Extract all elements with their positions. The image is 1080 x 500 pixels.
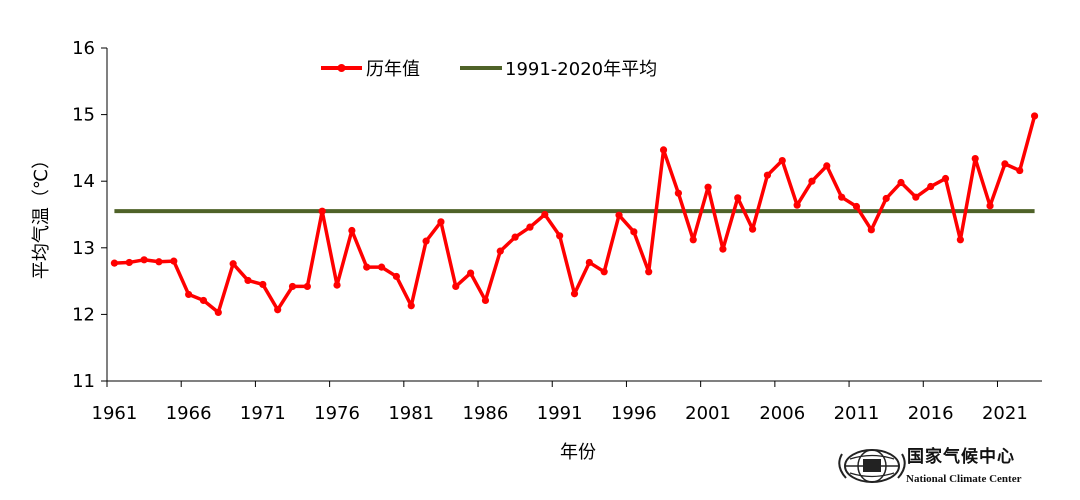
legend-marker-series-1	[337, 64, 346, 72]
legend: 历年值 1991-2020年平均	[321, 59, 657, 80]
data-point-1971	[259, 280, 267, 289]
x-tick-label: 2021	[982, 403, 1028, 424]
data-point-2014	[897, 178, 905, 187]
data-point-2008	[808, 177, 816, 185]
x-tick-label: 1981	[388, 403, 434, 424]
ncc-logo: 国家气候中心 National Climate Center	[838, 446, 1022, 485]
data-point-1998	[659, 146, 668, 154]
data-point-1996	[630, 228, 638, 236]
x-tick-label: 2006	[759, 403, 805, 424]
data-point-2005	[763, 171, 772, 179]
x-tick-label: 2016	[908, 403, 954, 424]
data-point-1991	[556, 232, 564, 240]
data-point-1966	[185, 290, 193, 299]
data-point-1973	[288, 282, 297, 291]
data-point-1962	[125, 258, 133, 267]
x-tick-label: 1971	[240, 403, 286, 424]
data-point-1961	[110, 259, 119, 267]
data-point-1997	[645, 268, 653, 276]
data-point-2017	[941, 174, 950, 183]
data-point-1992	[570, 290, 579, 298]
data-point-2016	[927, 182, 935, 191]
data-point-2012	[867, 226, 875, 234]
data-point-1963	[140, 256, 148, 264]
y-tick-label: 16	[72, 38, 95, 59]
x-tick-label: 1991	[537, 403, 583, 424]
x-tick-label: 1976	[314, 403, 360, 424]
data-point-2006	[778, 156, 786, 165]
x-axis-title: 年份	[560, 442, 596, 463]
data-point-1995	[615, 211, 623, 219]
data-point-1964	[155, 258, 163, 266]
data-point-2000	[689, 236, 697, 244]
data-point-2010	[838, 193, 846, 201]
data-point-2019	[971, 154, 979, 163]
logo-english-name: National Climate Center	[906, 473, 1022, 485]
data-point-1990	[541, 210, 549, 219]
data-point-2009	[823, 162, 831, 170]
legend-label-series-2: 1991-2020年平均	[505, 59, 657, 80]
y-axis-title: 平均气温（℃）	[31, 151, 52, 279]
data-point-1982	[422, 237, 430, 245]
data-point-1981	[407, 302, 415, 310]
x-tick-label: 1961	[92, 403, 138, 424]
data-point-1983	[437, 218, 445, 226]
data-point-2004	[748, 225, 757, 233]
x-tick-label: 1966	[166, 403, 212, 424]
data-point-1999	[674, 189, 682, 197]
data-point-2001	[704, 183, 712, 191]
data-point-1968	[214, 308, 222, 317]
x-tick-label: 1996	[611, 403, 657, 424]
legend-label-series-1: 历年值	[366, 59, 420, 80]
y-tick-label: 15	[72, 105, 95, 126]
data-point-1979	[377, 263, 386, 271]
data-point-1976	[333, 281, 341, 289]
data-point-2018	[956, 236, 964, 244]
y-tick-label: 11	[72, 371, 95, 392]
series-line-annual	[114, 115, 1037, 315]
data-point-2020	[986, 202, 994, 210]
data-point-2003	[734, 194, 742, 202]
data-point-2022	[1016, 166, 1024, 175]
data-point-1967	[199, 296, 208, 305]
data-point-2011	[852, 202, 861, 211]
y-tick-label: 14	[72, 171, 95, 192]
data-point-1984	[452, 282, 460, 291]
data-point-1987	[496, 247, 504, 255]
data-point-1993	[585, 258, 593, 267]
data-point-1972	[274, 306, 282, 314]
data-point-1978	[363, 263, 371, 271]
data-point-1988	[511, 233, 519, 241]
data-point-1977	[348, 226, 356, 235]
data-point-1994	[600, 268, 608, 276]
data-point-1989	[526, 223, 534, 231]
data-point-1974	[303, 282, 311, 291]
data-point-2023	[1030, 112, 1039, 120]
y-tick-label: 12	[72, 304, 95, 325]
data-point-2002	[719, 245, 727, 253]
y-tick-label: 13	[72, 238, 95, 259]
data-point-1975	[318, 207, 326, 215]
series-layer	[110, 112, 1039, 317]
data-point-1970	[244, 276, 252, 285]
data-point-1985	[467, 269, 475, 277]
x-axis: 1961 1966 1971 1976 1981 1986 1991 1996 2001 2006…	[92, 380, 1042, 424]
data-point-1980	[392, 272, 401, 281]
y-axis: 11 12 13 14 15 16	[72, 38, 108, 392]
globe-icon	[838, 449, 906, 483]
x-tick-label: 2001	[685, 403, 731, 424]
data-point-1969	[229, 260, 237, 268]
x-tick-label: 1986	[463, 403, 509, 424]
data-point-1986	[481, 296, 490, 305]
x-tick-label: 2011	[834, 403, 880, 424]
data-point-1965	[170, 257, 178, 265]
data-point-2015	[912, 193, 920, 201]
logo-chinese-name: 国家气候中心	[907, 446, 1015, 467]
data-point-2007	[793, 201, 801, 209]
data-point-2021	[1001, 160, 1009, 168]
data-point-2013	[882, 194, 890, 203]
